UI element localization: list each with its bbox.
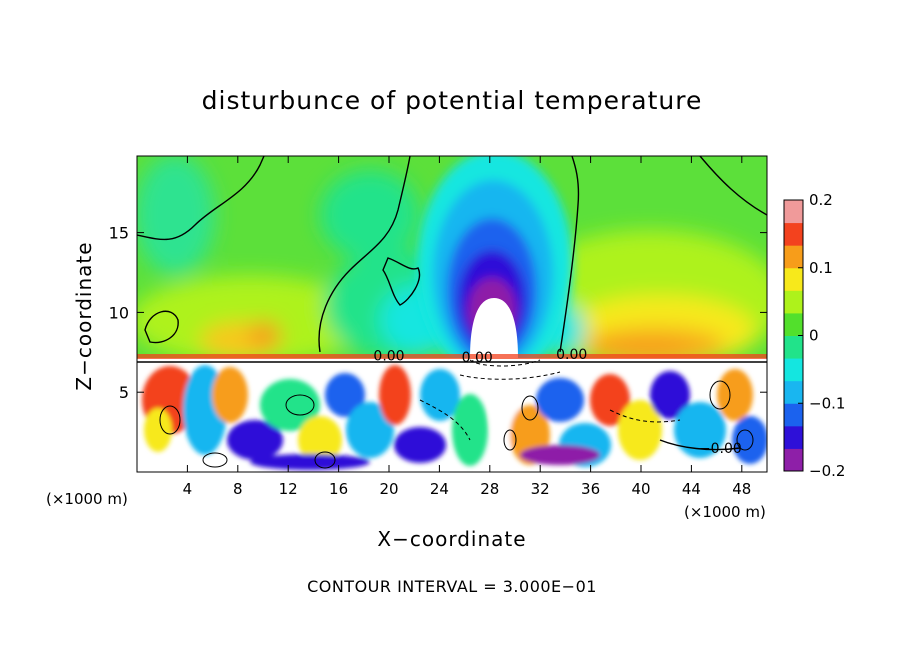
- y-axis-label: Z−coordinate: [72, 241, 96, 391]
- contour-label: 0.00: [373, 348, 404, 364]
- colorbar-swatch: [784, 222, 803, 246]
- cold-plume: [417, 156, 573, 380]
- x-tick-label: 32: [531, 480, 550, 498]
- x-unit-label-right: (×1000 m): [684, 503, 766, 521]
- contour-label-layer: 0.00 0.00 0.00 −0.00: [373, 347, 741, 457]
- contour-field: [137, 156, 767, 472]
- x-tick-label: 12: [279, 480, 298, 498]
- x-tick-label: 44: [682, 480, 701, 498]
- colorbar-tick-label: −0.1: [809, 394, 845, 412]
- x-axis-label: X−coordinate: [377, 527, 527, 551]
- x-tick-label: 16: [329, 480, 348, 498]
- colorbar-tick-label: 0.2: [809, 191, 833, 209]
- x-tick-label: 4: [183, 480, 193, 498]
- x-tick-label: 28: [480, 480, 499, 498]
- colorbar-swatch: [784, 245, 803, 269]
- x-unit-label-left: (×1000 m): [46, 490, 128, 508]
- colorbar-swatches: [784, 200, 803, 472]
- plot-frame: [136, 155, 768, 473]
- chart-title: disturbunce of potential temperature: [201, 86, 703, 115]
- colorbar-tick-label: 0.1: [809, 259, 833, 277]
- colorbar-swatch: [784, 335, 803, 359]
- x-tick-label: 36: [581, 480, 600, 498]
- colorbar: 0.2 0.1 0 −0.1 −0.2: [783, 191, 845, 480]
- x-tick-label: 24: [430, 480, 449, 498]
- contour-loops: [159, 380, 754, 469]
- contour-label: 0.00: [462, 350, 493, 366]
- contour-label: −0.00: [699, 441, 742, 457]
- y-tick-label: 5: [119, 383, 129, 402]
- colorbar-swatch: [784, 267, 803, 291]
- x-tick-label: 20: [379, 480, 398, 498]
- contour-lines: [137, 156, 767, 451]
- y-tick-label: 15: [109, 224, 129, 243]
- colorbar-swatch: [784, 200, 803, 224]
- colorbar-swatch: [784, 312, 803, 336]
- colorbar-ticks: 0.2 0.1 0 −0.1 −0.2: [798, 191, 845, 480]
- y-axis: 5 10 15: [109, 224, 767, 402]
- colorbar-swatch: [784, 380, 803, 404]
- contour-interval-text: CONTOUR INTERVAL = 3.000E−01: [307, 577, 597, 596]
- x-axis: 4 8 12 16 20 24 28 32 36 40 44 48: [183, 156, 751, 498]
- colorbar-swatch: [784, 403, 803, 427]
- plume-core: [470, 298, 518, 358]
- colorbar-swatch: [784, 358, 803, 382]
- upper-layer-shading: [137, 156, 767, 370]
- colorbar-tick-label: 0: [809, 327, 819, 345]
- contour-lines-negative: [419, 359, 681, 441]
- x-tick-label: 8: [233, 480, 243, 498]
- colorbar-swatch: [784, 290, 803, 314]
- x-tick-label: 48: [732, 480, 751, 498]
- contour-label: 0.00: [556, 347, 587, 363]
- colorbar-swatch: [784, 425, 803, 449]
- interface-band: [137, 354, 767, 359]
- y-tick-label: 10: [109, 303, 129, 322]
- x-tick-label: 40: [631, 480, 650, 498]
- lower-layer-shading: [142, 365, 767, 470]
- colorbar-tick-label: −0.2: [809, 462, 845, 480]
- colorbar-swatch: [784, 448, 803, 472]
